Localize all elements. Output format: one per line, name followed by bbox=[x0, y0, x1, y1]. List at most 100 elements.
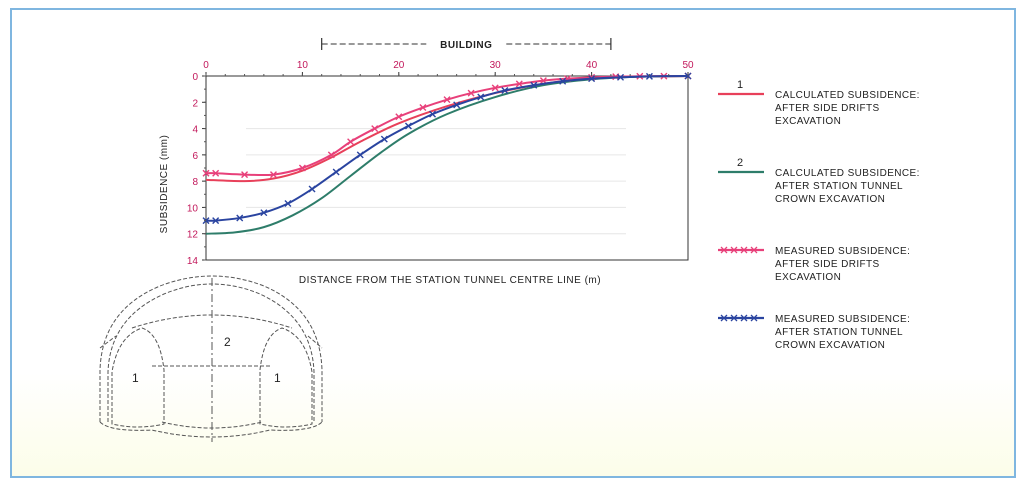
data-point-meas1 bbox=[327, 151, 335, 159]
building-extent: BUILDING bbox=[321, 38, 612, 51]
legend-label-calc2: AFTER STATION TUNNEL bbox=[775, 181, 903, 192]
data-point-meas2 bbox=[501, 86, 509, 94]
legend-label-calc2: CALCULATED SUBSIDENCE: bbox=[775, 168, 920, 179]
legend: 1 CALCULATED SUBSIDENCE: AFTER SIDE DRIFTS… bbox=[718, 79, 920, 351]
legend-label-meas2: AFTER STATION TUNNEL bbox=[775, 327, 903, 338]
legend-number-calc1: 1 bbox=[737, 79, 743, 91]
data-point-meas2 bbox=[404, 122, 412, 130]
figure-frame: 0 10 20 30 40 50 0 2 4 6 8 10 12 14 BUILDING SUBSIDEN… bbox=[10, 8, 1016, 478]
data-point-meas2 bbox=[617, 73, 625, 81]
data-point-meas1 bbox=[347, 138, 355, 146]
inner-lining bbox=[107, 283, 315, 422]
x-tick-label: 20 bbox=[393, 60, 405, 71]
data-point-meas1 bbox=[202, 169, 210, 177]
left-drift-label: 1 bbox=[132, 371, 139, 385]
legend-label-calc2: CROWN EXCAVATION bbox=[775, 194, 885, 205]
y-axis-title: SUBSIDENCE (mm) bbox=[159, 135, 170, 234]
data-point-meas2 bbox=[356, 151, 364, 159]
outer-lining bbox=[99, 275, 323, 422]
invert-lining bbox=[99, 421, 323, 438]
legend-number-calc2: 2 bbox=[737, 157, 743, 169]
right-drift-label: 1 bbox=[274, 371, 281, 385]
data-point-meas1 bbox=[371, 125, 379, 133]
subsidence-chart: 0 10 20 30 40 50 0 2 4 6 8 10 12 14 BUILDING SUBSIDEN… bbox=[159, 38, 694, 286]
data-point-meas1 bbox=[298, 164, 306, 172]
data-point-meas2 bbox=[645, 72, 653, 80]
x-tick-label: 0 bbox=[203, 60, 209, 71]
legend-marker-meas2 bbox=[730, 314, 738, 322]
data-point-meas2 bbox=[588, 75, 596, 83]
legend-label-meas2: CROWN EXCAVATION bbox=[775, 340, 885, 351]
legend-item-calc1: 1 CALCULATED SUBSIDENCE: AFTER SIDE DRIFTS… bbox=[718, 79, 920, 127]
data-point-meas2 bbox=[559, 77, 567, 85]
legend-label-meas2: MEASURED SUBSIDENCE: bbox=[775, 314, 910, 325]
data-point-meas2 bbox=[477, 93, 485, 101]
legend-marker-meas2 bbox=[750, 314, 758, 322]
series-meas1 bbox=[202, 72, 692, 179]
data-point-meas2 bbox=[284, 199, 292, 207]
y-tick-label: 0 bbox=[192, 72, 198, 83]
series-layer bbox=[202, 72, 692, 235]
legend-item-meas2: MEASURED SUBSIDENCE: AFTER STATION TUNNEL… bbox=[718, 314, 910, 351]
legend-label-calc1: CALCULATED SUBSIDENCE: bbox=[775, 90, 920, 101]
y-tick-label: 10 bbox=[187, 203, 199, 214]
data-point-meas2 bbox=[308, 185, 316, 193]
data-point-meas1 bbox=[241, 171, 249, 179]
legend-marker-meas1 bbox=[730, 246, 738, 254]
legend-marker-meas2 bbox=[720, 314, 728, 322]
data-point-meas2 bbox=[429, 110, 437, 118]
legend-label-meas1: AFTER SIDE DRIFTS bbox=[775, 259, 880, 270]
tunnel-cross-section: 2 1 1 bbox=[99, 275, 323, 442]
y-tick-label: 2 bbox=[192, 98, 198, 109]
data-point-meas2 bbox=[453, 101, 461, 109]
data-point-meas2 bbox=[380, 135, 388, 143]
plot-border bbox=[205, 75, 689, 261]
crown-arc bbox=[131, 314, 293, 329]
series-meas2 bbox=[202, 72, 692, 225]
y-tick-label: 6 bbox=[192, 151, 198, 162]
x-tick-label: 30 bbox=[490, 60, 502, 71]
y-tick-label: 4 bbox=[192, 125, 198, 136]
right-shoulder-mark bbox=[307, 335, 323, 349]
data-point-meas1 bbox=[395, 113, 403, 121]
crown-label: 2 bbox=[224, 335, 231, 349]
data-point-meas2 bbox=[236, 214, 244, 222]
data-point-meas1 bbox=[419, 104, 427, 112]
legend-marker-meas1 bbox=[740, 246, 748, 254]
left-shoulder-mark bbox=[99, 335, 117, 349]
legend-label-meas1: MEASURED SUBSIDENCE: bbox=[775, 246, 910, 257]
data-point-meas2 bbox=[212, 217, 220, 225]
building-label: BUILDING bbox=[440, 40, 492, 51]
data-point-meas2 bbox=[530, 81, 538, 89]
legend-label-calc1: EXCAVATION bbox=[775, 116, 841, 127]
x-tick-label: 10 bbox=[297, 60, 309, 71]
series-line-meas2 bbox=[205, 75, 689, 222]
data-point-meas1 bbox=[443, 96, 451, 104]
x-tick-label: 40 bbox=[586, 60, 598, 71]
plot-area bbox=[205, 75, 689, 261]
legend-label-calc1: AFTER SIDE DRIFTS bbox=[775, 103, 880, 114]
data-point-meas1 bbox=[212, 169, 220, 177]
data-point-meas2 bbox=[260, 209, 268, 217]
axis-ticks: 0 10 20 30 40 50 0 2 4 6 8 10 12 14 bbox=[187, 60, 694, 267]
legend-item-calc2: 2 CALCULATED SUBSIDENCE: AFTER STATION TUN… bbox=[718, 157, 920, 205]
series-line-meas1 bbox=[205, 75, 689, 177]
legend-marker-meas1 bbox=[750, 246, 758, 254]
data-point-meas1 bbox=[491, 84, 499, 92]
data-point-meas1 bbox=[269, 171, 277, 179]
data-point-meas1 bbox=[467, 89, 475, 97]
legend-item-meas1: MEASURED SUBSIDENCE: AFTER SIDE DRIFTS EXC… bbox=[718, 246, 910, 283]
legend-marker-meas1 bbox=[720, 246, 728, 254]
right-side-drift bbox=[259, 327, 313, 428]
left-side-drift bbox=[111, 327, 165, 428]
legend-marker-meas2 bbox=[740, 314, 748, 322]
legend-label-meas1: EXCAVATION bbox=[775, 272, 841, 283]
x-tick-label: 50 bbox=[682, 60, 694, 71]
y-tick-label: 8 bbox=[192, 177, 198, 188]
y-tick-label: 12 bbox=[187, 230, 199, 241]
y-tick-label: 14 bbox=[187, 256, 199, 267]
x-axis-title: DISTANCE FROM THE STATION TUNNEL CENTRE … bbox=[299, 275, 601, 286]
data-point-meas1 bbox=[515, 80, 523, 88]
data-point-meas2 bbox=[332, 168, 340, 176]
